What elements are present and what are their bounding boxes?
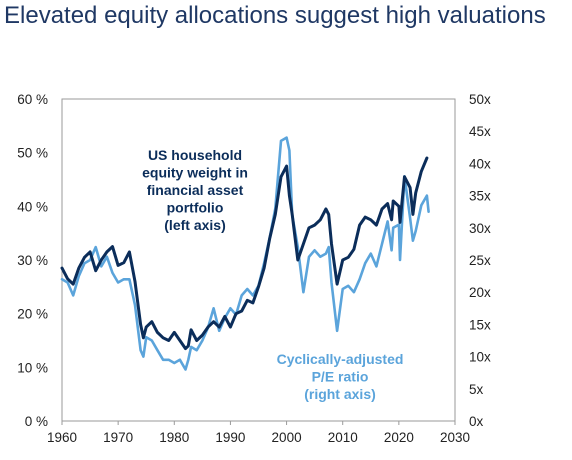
x-axis-tick-label: 1980 [159,430,189,445]
left-axis-tick-label: 30 % [17,253,48,268]
right-axis-tick-label: 25x [469,253,491,268]
right-axis-tick-label: 40x [469,156,491,171]
right-axis-tick-label: 50x [469,92,491,107]
series-label-line: (right axis) [304,386,376,402]
left-axis-tick-label: 40 % [17,199,48,214]
series-label-line: portfolio [167,200,224,216]
right-axis-tick-label: 15x [469,317,491,332]
series-label-line: (left axis) [164,217,225,233]
x-axis-tick-label: 1960 [47,430,77,445]
x-axis-tick-label: 2010 [328,430,358,445]
x-axis-tick-label: 2000 [272,430,302,445]
right-axis-tick-label: 35x [469,189,491,204]
series-labels: US household equity weight in financial as… [142,147,403,402]
right-axis-tick-label: 5x [469,382,484,397]
right-axis-tick-label: 10x [469,350,491,365]
series-label-line: US household [148,147,242,163]
left-axis-tick-label: 0 % [25,414,48,429]
series-label-line: equity weight in [142,165,248,181]
left-axis-tick-label: 10 % [17,360,48,375]
series-label-line: financial asset [147,182,244,198]
x-axis-tick-label: 1990 [215,430,245,445]
series-layer [60,136,430,371]
right-axis: 0x 5x 10x 15x 20x 25x 30x 35x 40x 45x 50x [469,92,491,429]
plot-frame [61,98,456,422]
x-axis: 1960 1970 1980 1990 2000 2010 2020 2030 [47,421,470,445]
right-axis-tick-label: 0x [469,414,484,429]
plot-area-border [61,98,456,422]
right-axis-tick-label: 20x [469,285,491,300]
left-axis-tick-label: 50 % [17,146,48,161]
right-axis-tick-label: 30x [469,221,491,236]
equity-weight-label: US household equity weight in financial as… [142,147,248,233]
series-label-line: Cyclically-adjusted [277,351,404,367]
page-title: Elevated equity allocations suggest high… [4,2,546,29]
right-axis-tick-label: 45x [469,124,491,139]
left-axis-tick-label: 60 % [17,92,48,107]
x-axis-tick-label: 2030 [440,430,470,445]
cape-ratio-label: Cyclically-adjusted P/E ratio (right axis) [277,351,404,402]
left-axis: 0 % 10 % 20 % 30 % 40 % 50 % 60 % [17,92,48,429]
x-axis-tick-label: 2020 [384,430,414,445]
series-label-line: P/E ratio [312,369,369,385]
equity-weight-line [60,156,429,351]
left-axis-tick-label: 20 % [17,307,48,322]
x-axis-tick-label: 1970 [103,430,133,445]
